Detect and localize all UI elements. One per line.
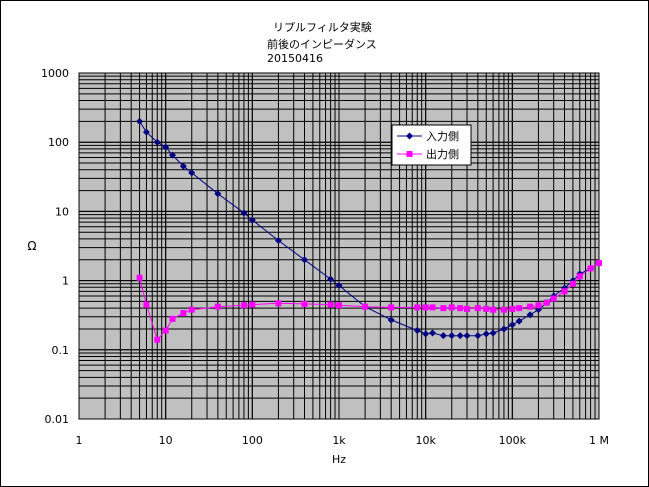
- data-point-series-1: [515, 317, 523, 325]
- y-axis-label: Ω: [27, 239, 36, 253]
- data-point-series-2: [490, 306, 497, 313]
- data-point-series-2: [509, 305, 516, 312]
- data-point-series-1: [526, 311, 534, 319]
- legend: [391, 124, 472, 166]
- legend-marker-1: [406, 132, 413, 140]
- data-point-series-1: [489, 329, 497, 337]
- y-tick-label: 1: [62, 275, 69, 288]
- data-point-series-2: [336, 302, 342, 309]
- y-tick-label: 0.01: [45, 413, 70, 426]
- data-point-series-1: [136, 117, 144, 125]
- data-point-series-1: [500, 325, 508, 333]
- data-point-series-2: [240, 302, 247, 309]
- data-point-series-1: [169, 151, 177, 159]
- data-point-series-1: [248, 216, 256, 224]
- data-point-series-2: [569, 280, 576, 287]
- y-tick-label: 10: [55, 205, 69, 218]
- data-point-series-1: [482, 330, 490, 338]
- data-point-series-2: [596, 259, 602, 266]
- data-point-series-1: [179, 162, 187, 170]
- data-point-series-2: [474, 305, 481, 312]
- data-point-series-1: [448, 332, 456, 340]
- chart-title-line-2: 前後のインピーダンス: [267, 38, 377, 51]
- y-tick-label: 0.1: [52, 344, 70, 357]
- data-point-series-2: [143, 301, 150, 308]
- chart-title-line-1: リプルフィルタ実験: [273, 21, 372, 34]
- data-point-series-2: [448, 304, 455, 311]
- plot-border: [78, 72, 600, 420]
- x-tick-label: 1: [76, 434, 83, 447]
- data-point-series-1: [474, 332, 482, 340]
- data-point-series-2: [535, 302, 542, 309]
- data-point-series-2: [275, 300, 282, 307]
- data-point-series-2: [362, 303, 369, 310]
- data-point-series-2: [587, 265, 594, 272]
- legend-marker-2: [406, 151, 413, 157]
- data-point-series-1: [327, 275, 335, 283]
- data-point-series-2: [169, 315, 176, 322]
- data-point-series-1: [162, 143, 170, 151]
- data-point-series-2: [301, 300, 308, 307]
- data-point-series-2: [422, 304, 429, 311]
- data-point-series-2: [457, 305, 464, 312]
- data-point-series-2: [249, 301, 256, 308]
- data-point-series-1: [508, 321, 516, 329]
- y-tick-label: 100: [48, 136, 69, 149]
- x-tick-label: 1 M: [589, 434, 609, 447]
- data-point-series-2: [516, 305, 523, 312]
- legend-label-2: 出力側: [426, 147, 459, 161]
- data-point-series-2: [214, 303, 221, 310]
- x-tick-label: 100: [242, 434, 263, 447]
- data-point-series-2: [162, 327, 169, 334]
- data-point-series-2: [483, 305, 490, 312]
- data-point-series-2: [440, 305, 447, 312]
- y-tick-label: 1000: [41, 67, 69, 80]
- data-point-series-2: [388, 304, 395, 311]
- data-point-series-1: [422, 330, 430, 338]
- data-point-series-2: [576, 273, 583, 280]
- data-point-series-1: [153, 138, 161, 146]
- data-point-series-1: [274, 236, 282, 244]
- data-point-series-2: [550, 295, 557, 302]
- x-axis-label: Hz: [332, 453, 346, 466]
- data-point-series-1: [240, 209, 248, 217]
- data-point-series-2: [429, 304, 436, 311]
- data-point-series-2: [561, 288, 568, 295]
- x-tick-label: 10: [159, 434, 173, 447]
- data-point-series-2: [180, 310, 187, 317]
- data-point-series-1: [456, 332, 464, 340]
- x-tick-label: 1k: [332, 434, 346, 447]
- chart-title-line-3: 20150416: [267, 52, 323, 65]
- data-point-series-2: [136, 274, 143, 281]
- data-point-series-1: [429, 329, 437, 337]
- data-point-series-1: [387, 316, 395, 324]
- legend-label-1: 入力側: [426, 130, 459, 143]
- data-point-series-1: [188, 169, 196, 177]
- data-point-series-1: [439, 332, 447, 340]
- x-tick-label: 100k: [499, 434, 527, 447]
- data-point-series-1: [142, 128, 150, 136]
- data-point-series-2: [527, 303, 534, 310]
- data-point-series-1: [413, 327, 421, 335]
- data-point-series-1: [301, 256, 309, 264]
- data-point-series-2: [327, 301, 334, 308]
- data-point-series-1: [463, 332, 471, 340]
- x-tick-label: 10k: [415, 434, 436, 447]
- data-point-series-2: [500, 306, 507, 313]
- data-point-series-2: [154, 336, 161, 343]
- data-point-series-2: [464, 305, 471, 312]
- data-point-series-2: [188, 306, 195, 313]
- data-point-series-2: [543, 299, 550, 306]
- data-point-series-1: [214, 190, 222, 198]
- data-point-series-1: [335, 281, 343, 289]
- data-point-series-2: [414, 304, 421, 311]
